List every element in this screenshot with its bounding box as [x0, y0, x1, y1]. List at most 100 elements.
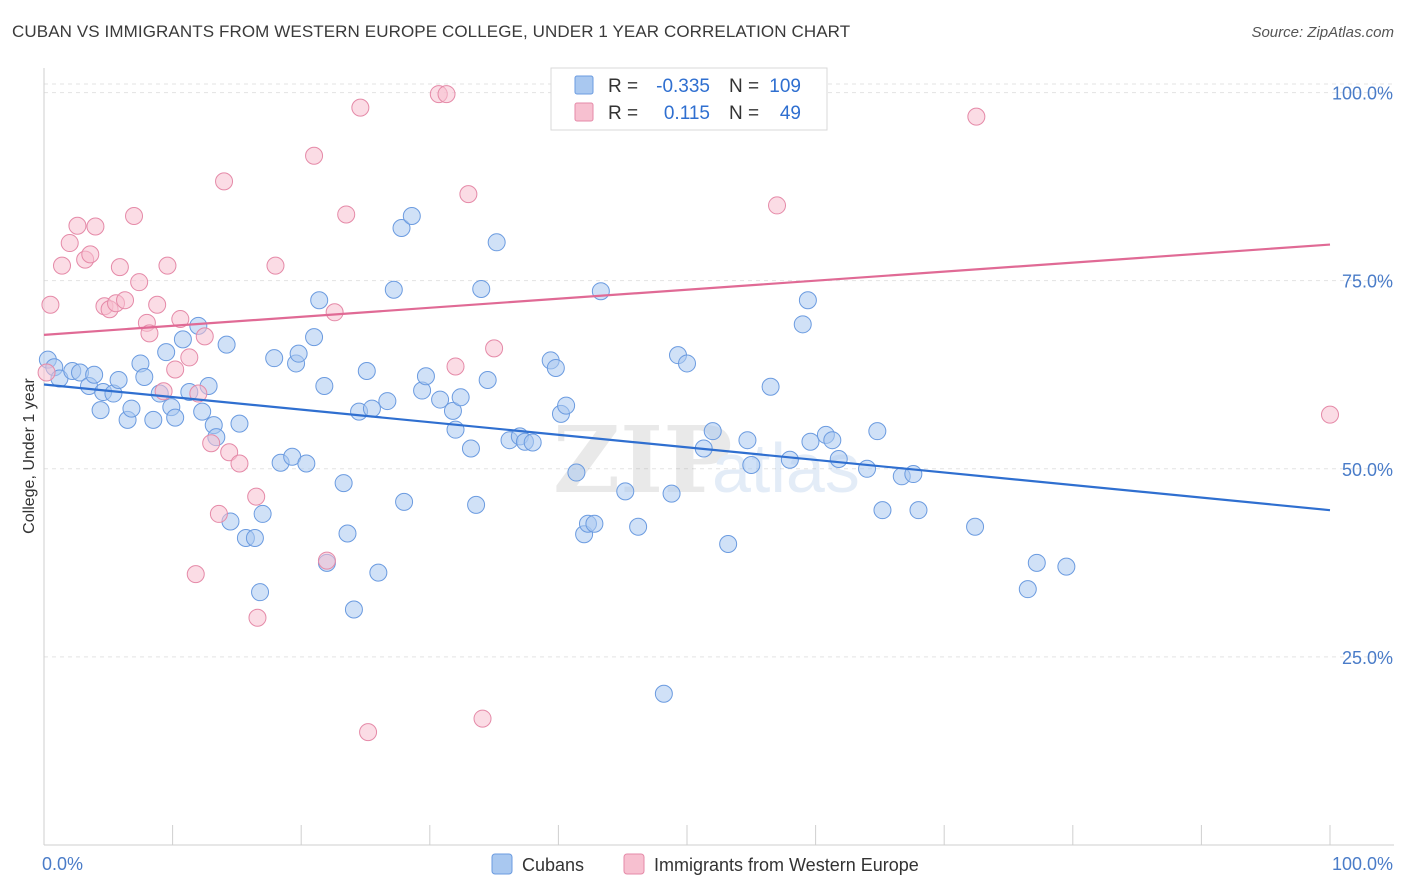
stats-legend-swatch-western-europe: [574, 102, 594, 122]
data-point: [209, 504, 228, 523]
data-points: [37, 85, 1339, 742]
bottom-legend-label-cubans: Cubans: [522, 855, 584, 875]
data-point: [359, 723, 378, 742]
data-point: [248, 608, 267, 627]
data-point: [81, 245, 100, 264]
x-tick-labels: 0.0% 100.0%: [42, 854, 1393, 874]
data-point: [967, 107, 986, 126]
data-point: [402, 206, 421, 225]
data-point: [395, 492, 414, 511]
data-point: [1321, 405, 1339, 424]
y-axis-title: College, Under 1 year: [21, 378, 38, 534]
stats-legend-swatch-cubans: [574, 75, 594, 95]
data-point: [253, 504, 272, 523]
stats-legend-row-cubans: R = -0.335 N = 109: [574, 75, 801, 97]
data-point: [245, 529, 264, 548]
x-tick-label: 0.0%: [42, 854, 83, 874]
data-point: [122, 399, 141, 418]
y-tick-label: 50.0%: [1342, 460, 1393, 480]
data-point: [616, 482, 635, 501]
grid-lines: [44, 83, 1394, 658]
data-point: [116, 291, 135, 310]
data-point: [157, 343, 176, 362]
data-point: [186, 565, 205, 584]
bottom-legend: Cubans Immigrants from Western Europe: [491, 853, 919, 875]
data-point: [195, 327, 214, 346]
data-point: [1027, 553, 1046, 572]
stats-legend-row-western-europe: R = 0.115 N = 49: [574, 102, 801, 124]
chart-title: CUBAN VS IMMIGRANTS FROM WESTERN EUROPE …: [12, 22, 851, 41]
data-point: [217, 335, 236, 354]
data-point: [202, 434, 221, 453]
data-point: [467, 495, 486, 514]
data-point: [215, 172, 234, 191]
data-point: [180, 348, 199, 367]
axes: [43, 68, 1394, 846]
data-point: [247, 487, 266, 506]
data-point: [140, 324, 159, 343]
data-point: [297, 454, 316, 473]
bottom-legend-swatch-western-europe: [623, 853, 645, 875]
data-point: [868, 422, 887, 441]
data-point: [678, 354, 696, 373]
data-point: [41, 295, 60, 314]
data-point: [189, 384, 208, 403]
data-point: [91, 401, 110, 420]
data-point: [125, 206, 144, 225]
data-point: [416, 367, 435, 386]
data-point: [230, 454, 249, 473]
data-point: [446, 357, 465, 376]
data-point: [461, 439, 480, 458]
data-point: [473, 709, 492, 728]
data-point: [325, 303, 344, 322]
data-point: [523, 433, 542, 452]
data-point: [144, 410, 163, 429]
data-point: [873, 501, 892, 520]
data-point: [793, 315, 812, 334]
data-point: [310, 291, 329, 310]
data-point: [798, 291, 817, 310]
bottom-legend-item-cubans[interactable]: Cubans: [491, 853, 584, 875]
stats-n-label: N =: [729, 76, 759, 97]
data-point: [823, 431, 842, 450]
data-point: [357, 361, 376, 380]
data-point: [344, 600, 363, 619]
data-point: [478, 371, 497, 389]
data-point: [829, 450, 848, 469]
data-point: [768, 196, 787, 215]
y-tick-label: 25.0%: [1342, 648, 1393, 668]
trend-line-0: [43, 383, 1331, 512]
x-tick-label: 100.0%: [1332, 854, 1393, 874]
stats-r-value: -0.335: [656, 76, 710, 97]
data-point: [546, 358, 565, 377]
data-point: [135, 367, 154, 386]
data-point: [60, 234, 79, 253]
data-point: [654, 684, 673, 703]
data-point: [761, 377, 780, 396]
data-point: [801, 432, 820, 451]
chart-source: Source: ZipAtlas.com: [1251, 24, 1394, 41]
data-point: [193, 402, 212, 421]
x-ticks: [43, 825, 1331, 845]
data-point: [703, 422, 722, 441]
data-point: [472, 279, 491, 298]
data-point: [53, 256, 72, 275]
data-point: [1057, 557, 1076, 576]
data-point: [362, 399, 381, 418]
bottom-legend-item-western-europe[interactable]: Immigrants from Western Europe: [623, 853, 919, 875]
data-point: [166, 408, 185, 427]
stats-r-label: R =: [608, 76, 638, 97]
data-point: [173, 330, 192, 349]
data-point: [742, 456, 761, 475]
data-point: [305, 146, 324, 165]
data-point: [305, 328, 324, 347]
data-point: [1018, 580, 1037, 599]
data-point: [158, 256, 177, 275]
data-point: [557, 396, 576, 415]
data-point: [437, 85, 456, 104]
data-point: [443, 401, 462, 420]
data-point: [384, 280, 403, 299]
data-point: [130, 273, 149, 292]
data-point: [909, 501, 928, 520]
